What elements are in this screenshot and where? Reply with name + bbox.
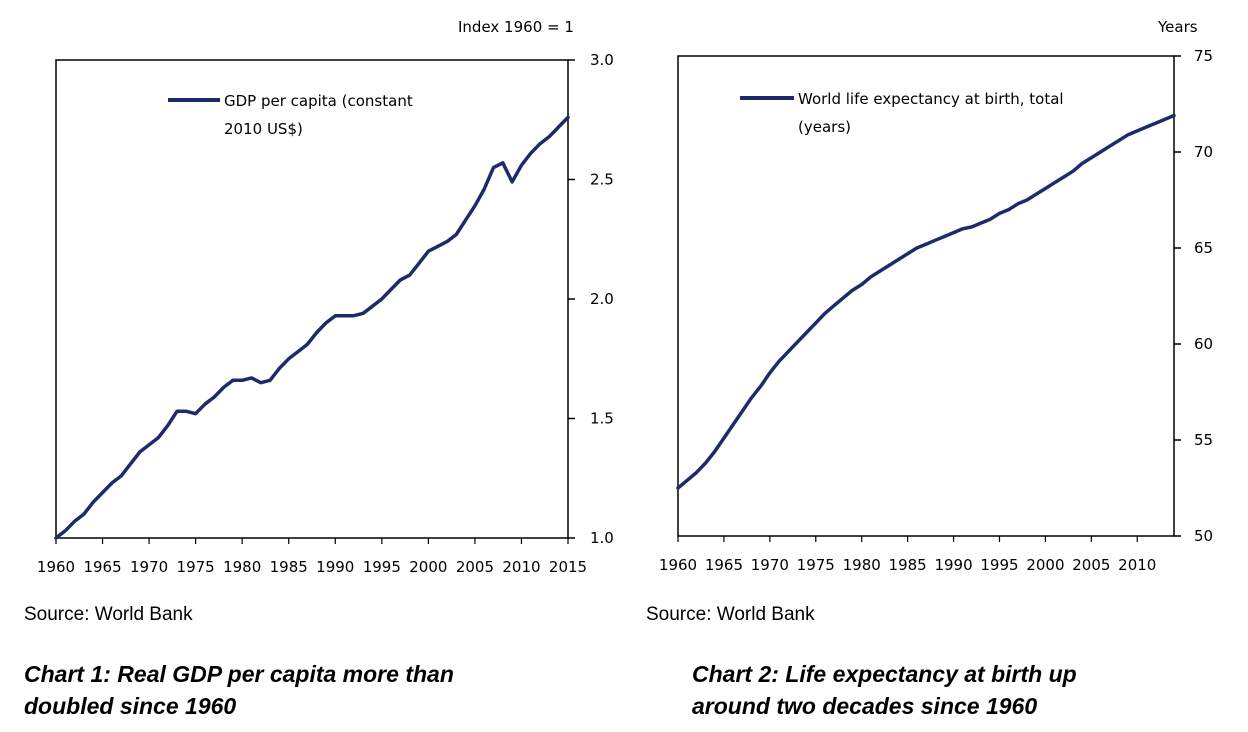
x-tick-label: 1970 [751, 556, 789, 574]
x-tick-label: 2005 [456, 558, 494, 576]
y-tick-label: 2.0 [590, 290, 614, 308]
legend-label-line-1: GDP per capita (constant [224, 92, 413, 110]
chart2-caption-line-1: Chart 2: Life expectancy at birth up [692, 661, 1077, 687]
x-tick-label: 2000 [1026, 556, 1064, 574]
y-axis-unit-label: Index 1960 = 1 [458, 18, 574, 36]
legend-label-line-1: World life expectancy at birth, total [798, 90, 1064, 108]
x-tick-label: 1965 [705, 556, 743, 574]
y-tick-label: 50 [1194, 527, 1213, 545]
x-tick-label: 2015 [549, 558, 587, 576]
x-tick-label: 1965 [83, 558, 121, 576]
chart2-source: Source: World Bank [646, 604, 815, 625]
chart1-source: Source: World Bank [24, 604, 193, 625]
y-tick-label: 55 [1194, 431, 1213, 449]
y-tick-label: 3.0 [590, 51, 614, 69]
y-axis-ticks: 50 55 60 65 70 75 [1174, 47, 1213, 545]
x-tick-label: 1980 [843, 556, 881, 574]
x-tick-label: 1960 [659, 556, 697, 574]
x-tick-label: 1960 [37, 558, 75, 576]
plot-area-frame [677, 55, 1175, 537]
x-tick-label: 1985 [889, 556, 927, 574]
x-axis-ticks: 1960 1965 1970 1975 1980 1985 1990 1995 2000 2005… [659, 536, 1156, 574]
y-axis-ticks: 1.0 1.5 2.0 2.5 3.0 [568, 51, 614, 547]
x-tick-label: 2000 [409, 558, 447, 576]
y-tick-label: 1.5 [590, 410, 614, 428]
chart-gdp-per-capita: Index 1960 = 1 1.01.52.02.53.0 1960 1965 1… [37, 18, 614, 576]
x-tick-label: 1975 [177, 558, 215, 576]
x-tick-label: 1980 [223, 558, 261, 576]
series-line-gdp-per-capita [54, 115, 570, 540]
chart2-caption-line-2: around two decades since 1960 [692, 693, 1038, 719]
x-tick-label: 2010 [502, 558, 540, 576]
x-tick-label: 1995 [363, 558, 401, 576]
chart1-caption: Chart 1: Real GDP per capita more than d… [24, 658, 454, 722]
y-tick-label: 75 [1194, 47, 1213, 65]
x-tick-label: 1995 [980, 556, 1018, 574]
x-tick-label: 1985 [270, 558, 308, 576]
legend-label-line-2: 2010 US$) [224, 120, 303, 138]
x-tick-label: 1970 [130, 558, 168, 576]
y-tick-label: 70 [1194, 143, 1213, 161]
series-line-life-expectancy [676, 113, 1176, 490]
y-tick-label: 60 [1194, 335, 1213, 353]
chart1-caption-line-1: Chart 1: Real GDP per capita more than [24, 661, 454, 687]
y-tick-label: 2.5 [590, 171, 614, 189]
x-tick-label: 2010 [1118, 556, 1156, 574]
x-tick-label: 1975 [797, 556, 835, 574]
y-tick-label: 65 [1194, 239, 1213, 257]
x-tick-label: 1990 [316, 558, 354, 576]
chart2-caption: Chart 2: Life expectancy at birth up aro… [692, 658, 1077, 722]
y-axis-unit-label: Years [1157, 18, 1198, 36]
x-tick-label: 1990 [934, 556, 972, 574]
y-tick-label: 1.0 [590, 529, 614, 547]
x-axis-ticks: 1960 1965 1970 1975 1980 1985 1990 1995 2000 2005… [37, 538, 587, 576]
x-tick-label: 2005 [1072, 556, 1110, 574]
legend-label-line-2: (years) [798, 118, 851, 136]
plot-area-frame [55, 59, 569, 539]
chart1-caption-line-2: doubled since 1960 [24, 693, 237, 719]
